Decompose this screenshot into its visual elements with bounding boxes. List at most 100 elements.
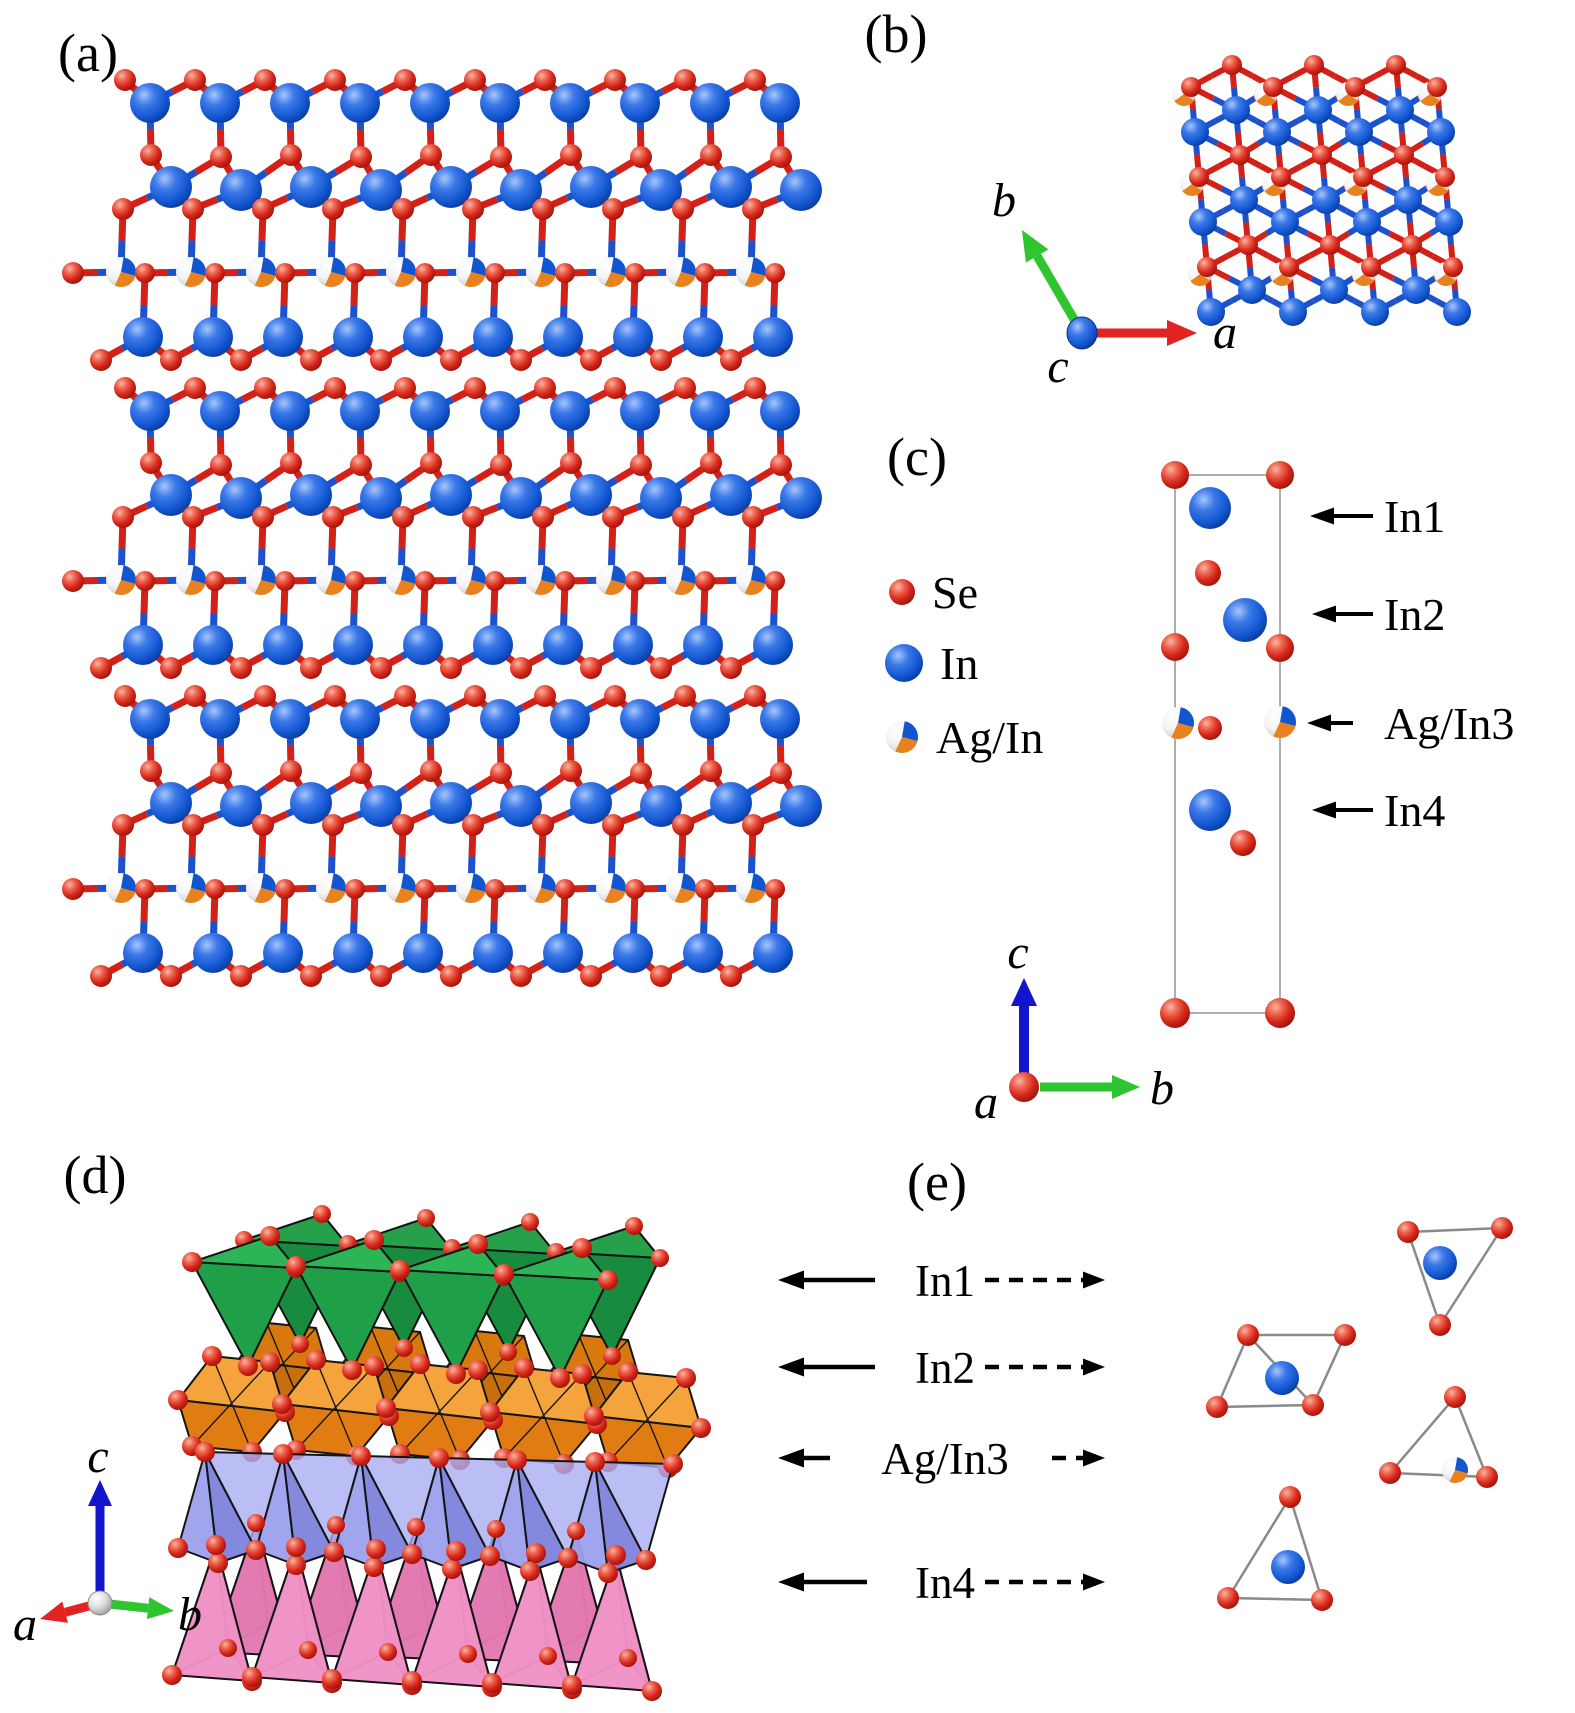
arrow-head	[1310, 507, 1334, 525]
agin-atom	[886, 721, 918, 753]
se-atom	[1195, 560, 1221, 586]
panel-d-axis-c-label: c	[87, 1430, 108, 1483]
agin-atom	[456, 873, 486, 904]
se-atom	[280, 144, 302, 166]
se-atom	[392, 814, 414, 836]
se-atom	[695, 571, 715, 591]
se-atom	[580, 965, 602, 987]
se-atom	[1402, 235, 1422, 255]
se-atom	[208, 1553, 228, 1573]
se-atom	[485, 263, 505, 283]
se-atom	[742, 814, 764, 836]
se-atom	[1265, 998, 1295, 1028]
se-atom	[532, 506, 554, 528]
se-atom	[619, 1649, 637, 1667]
in-atom	[360, 785, 402, 827]
se-atom	[184, 69, 206, 91]
octahedron-edge	[419, 1363, 461, 1461]
se-atom	[580, 349, 602, 371]
in-atom	[550, 699, 590, 739]
arrow-head	[1022, 230, 1049, 263]
in-atom	[760, 699, 800, 739]
se-atom	[366, 1539, 386, 1559]
agin-atom	[736, 257, 766, 287]
se-atom	[1198, 716, 1222, 740]
se-atom	[462, 506, 484, 528]
se-atom	[770, 762, 792, 784]
se-atom	[464, 685, 486, 707]
panel-e-structure	[778, 1217, 1513, 1611]
row-label-agin3: Ag/In3	[881, 1434, 1009, 1484]
se-atom	[446, 1364, 466, 1384]
in-atom	[620, 391, 660, 431]
se-atom	[420, 452, 442, 474]
se-atom	[206, 1535, 226, 1555]
in-atom	[1312, 186, 1340, 214]
agin-atom	[106, 565, 136, 596]
se-atom	[625, 1217, 643, 1235]
se-atom	[625, 571, 645, 591]
panel-d: (d) c a b	[13, 1145, 711, 1701]
in-atom	[1423, 1246, 1457, 1280]
se-atom	[560, 760, 582, 782]
se-atom	[184, 377, 206, 399]
in-atom	[1189, 789, 1231, 831]
c-axis-origin-dot	[1066, 316, 1098, 350]
c-panel-origin-dot	[1009, 1072, 1039, 1102]
agin-atom	[106, 257, 137, 287]
se-atom	[1263, 77, 1283, 97]
panel-b-axis-a-label: a	[1213, 306, 1237, 359]
agin3-tetrahedron-face	[516, 1459, 569, 1572]
octahedron-edge	[627, 1371, 669, 1469]
se-atom	[1266, 461, 1294, 489]
se-atom	[364, 1230, 384, 1250]
panel-b-label: (b)	[865, 4, 928, 64]
se-atom	[395, 1339, 413, 1357]
in-atom	[710, 166, 752, 208]
se-atom	[487, 1520, 505, 1538]
arrow-head	[40, 1601, 68, 1623]
cluster-edge	[1407, 1226, 1503, 1234]
se-atom	[499, 1343, 517, 1361]
se-atom	[672, 506, 694, 528]
se-atom	[1197, 257, 1217, 277]
in-atom	[1279, 298, 1307, 326]
se-atom	[62, 878, 84, 900]
se-atom	[1302, 1394, 1324, 1416]
agin-atom	[246, 873, 276, 904]
se-atom	[162, 1665, 182, 1685]
in-atom	[150, 474, 192, 516]
in-atom	[1238, 276, 1266, 304]
se-atom	[112, 814, 134, 836]
se-atom	[446, 1541, 466, 1561]
se-atom	[507, 1450, 527, 1470]
se-atom	[1353, 167, 1373, 187]
se-atom	[672, 814, 694, 836]
arrow-head	[778, 1572, 804, 1592]
se-atom	[182, 506, 204, 528]
in-atom	[1345, 118, 1373, 146]
se-atom	[1345, 77, 1365, 97]
in-atom	[193, 625, 233, 665]
agin-atom	[596, 873, 626, 904]
se-atom	[765, 571, 785, 591]
se-atom	[676, 1368, 696, 1388]
se-atom	[555, 263, 575, 283]
se-atom	[514, 1358, 534, 1378]
se-atom	[415, 263, 435, 283]
se-atom	[1320, 235, 1340, 255]
se-atom	[691, 1418, 711, 1438]
se-atom	[560, 452, 582, 474]
in-atom	[1263, 118, 1291, 146]
se-atom	[342, 1360, 362, 1380]
se-atom	[650, 349, 672, 371]
d-panel-origin-atom	[87, 1590, 113, 1616]
panel-e-label: (e)	[907, 1152, 967, 1212]
panel-d-axis-b-label: b	[178, 1588, 202, 1641]
octahedron-edge	[211, 1355, 253, 1453]
in-atom	[570, 474, 612, 516]
se-atom	[462, 814, 484, 836]
se-atom	[345, 571, 365, 591]
se-atom	[580, 657, 602, 679]
